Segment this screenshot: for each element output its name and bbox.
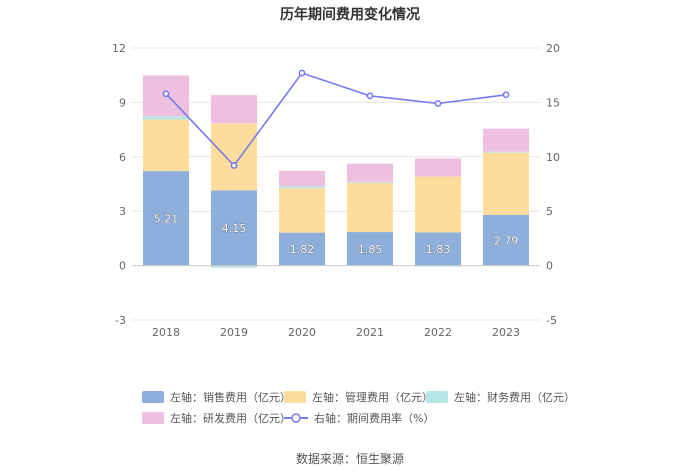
x-tick-label: 2020 [288,326,316,339]
bar-segment-0 [347,232,393,266]
grid-lines [132,47,540,321]
bar-value-label: 1.85 [358,243,383,256]
left-tick-label: 0 [119,260,126,273]
x-tick-label: 2019 [220,326,248,339]
left-tick-label: 6 [119,151,126,164]
expense-rate-point [230,162,238,169]
right-axis-ticks: -5 0 5 10 15 20 [546,42,560,327]
bar-labels: 5.21 4.15 1.82 1.85 1.83 2.79 [153,212,519,256]
bar-segment-0 [211,190,257,266]
legend-swatch-admin [284,391,306,403]
bar-segment-1 [279,188,325,233]
x-axis: 2018 2019 2020 2021 2022 2023 [132,265,540,339]
bar-segment-3 [347,163,393,182]
bar-segment-3 [415,158,461,177]
bar-value-label: 1.83 [426,243,451,256]
bar-segment-3 [483,128,529,152]
bar-segment-3 [279,170,325,187]
bar-segment-2 [483,151,529,153]
bar-segment-3 [211,95,257,124]
bar-segment-2 [279,186,325,189]
legend-label-expense-rate: 右轴：期间费用率（%） [314,412,435,425]
right-tick-label: 0 [546,260,553,273]
bar-segment-0 [483,215,529,266]
expense-rate-point [298,69,306,77]
x-tick-label: 2021 [356,326,384,339]
expense-rate-point [434,100,442,107]
x-tick-label: 2023 [492,326,520,339]
legend-item-admin[interactable]: 左轴：管理费用（亿元） [284,389,433,405]
legend-label-sales: 左轴：销售费用（亿元） [170,391,291,404]
bar-segment-0 [143,171,189,266]
bar-segment-1 [483,152,529,216]
bar-segment-1 [143,119,189,172]
left-tick-label: 12 [112,42,126,55]
bar-value-label: 2.79 [494,234,519,247]
bar-value-label: 1.82 [290,243,315,256]
x-tick-label: 2022 [424,326,452,339]
right-tick-label: 5 [546,205,553,218]
chart-plot: -3 0 3 6 9 12 -5 0 5 10 15 20 2018 2019 2020 2021 2022… [112,42,560,339]
bar-segment-1 [415,176,461,233]
expense-rate-point [366,92,374,100]
chart-title: 历年期间费用变化情况 [280,7,420,23]
expense-rate-point [502,91,510,99]
right-tick-label: -5 [546,314,557,327]
legend-swatch-sales [142,391,164,403]
left-tick-label: 9 [119,96,126,109]
bar-segment-0 [415,232,461,266]
bar-segment-2 [347,181,393,183]
bar-segment-2 [211,265,257,268]
left-tick-label: -3 [115,314,126,327]
right-tick-label: 20 [546,42,560,55]
bar-group [143,75,529,268]
legend-item-expense-rate[interactable]: 右轴：期间费用率（%） [284,410,434,426]
legend-item-finance[interactable]: 左轴：财务费用（亿元） [426,389,575,405]
bar-segment-2 [143,116,189,120]
bar-segment-1 [211,123,257,191]
right-tick-label: 15 [546,96,560,109]
bar-segment-1 [347,182,393,233]
legend-label-finance: 左轴：财务费用（亿元） [454,391,575,404]
bar-value-label: 4.15 [222,222,247,235]
legend-swatch-expense-rate [284,413,308,423]
expense-rate-line [165,72,507,167]
right-tick-label: 10 [546,151,560,164]
legend-swatch-rd [142,412,164,424]
legend-label-admin: 左轴：管理费用（亿元） [312,391,433,404]
legend-item-rd[interactable]: 左轴：研发费用（亿元） [142,410,291,426]
bar-value-label: 5.21 [154,212,179,225]
line-series [162,69,510,169]
left-axis-ticks: -3 0 3 6 9 12 [112,42,126,327]
legend-label-rd: 左轴：研发费用（亿元） [170,412,291,425]
left-tick-label: 3 [119,205,126,218]
x-tick-label: 2018 [152,326,180,339]
bar-segment-0 [279,232,325,266]
legend-item-sales[interactable]: 左轴：销售费用（亿元） [142,389,291,405]
data-source-note: 数据来源：恒生聚源 [295,452,404,466]
legend-swatch-finance [426,391,448,403]
expense-rate-point [162,90,170,98]
